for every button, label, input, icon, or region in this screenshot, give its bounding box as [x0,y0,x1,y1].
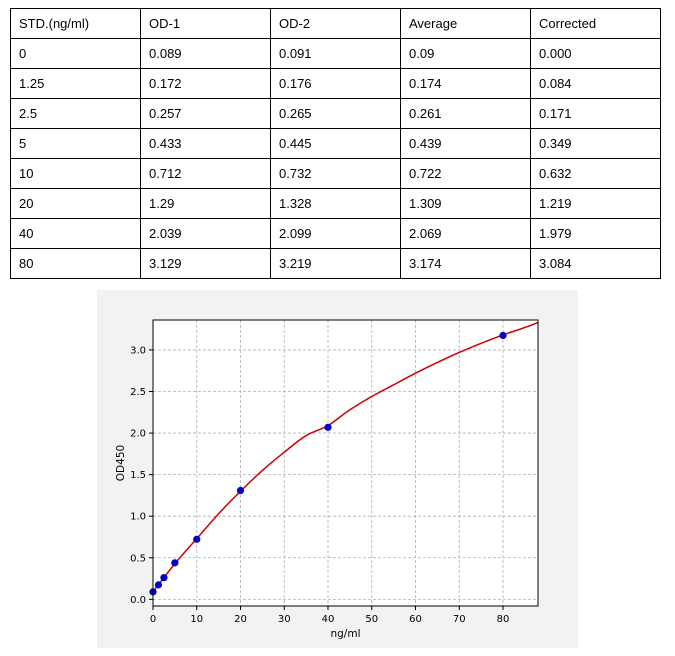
chart-panel: 0 10 20 30 40 50 60 70 80 0.0 0.5 1.0 1.5 2.0 2.5 3.0 n… [97,290,578,648]
header-std: STD.(ng/ml) [10,8,141,39]
x-tick-label: 20 [234,614,247,625]
y-tick-label: 2.0 [130,429,146,440]
plot-area [153,320,538,606]
table-cell: 2.069 [400,218,531,249]
table-cell: 1.309 [400,188,531,219]
table-row: 1.25 0.172 0.176 0.174 0.084 [10,68,661,99]
x-tick-label: 40 [322,614,335,625]
table-cell: 3.174 [400,248,531,279]
table-row: 0 0.089 0.091 0.09 0.000 [10,38,661,69]
table-cell: 0.172 [140,68,271,99]
grid-lines [152,320,538,606]
table-cell: 0.265 [270,98,401,129]
table-cell: 1.219 [530,188,661,219]
table-row: 2.5 0.257 0.265 0.261 0.171 [10,98,661,129]
table-cell: 10 [10,158,141,189]
data-point [499,331,507,340]
table-cell: 1.25 [10,68,141,99]
table-cell: 0.09 [400,38,531,69]
x-tick-label: 0 [150,614,156,625]
x-tick-label: 10 [190,614,203,625]
table-cell: 0.439 [400,128,531,159]
table-cell: 0.171 [530,98,661,129]
table-cell: 0.000 [530,38,661,69]
standard-curve-chart: 0 10 20 30 40 50 60 70 80 0.0 0.5 1.0 1.5 2.0 2.5 3.0 n… [115,319,539,640]
table-cell: 40 [10,218,141,249]
header-average: Average [400,8,531,39]
table-cell: 0.176 [270,68,401,99]
x-tick-label: 60 [409,614,422,625]
table-cell: 20 [10,188,141,219]
fit-curve [152,321,539,593]
table-cell: 2.5 [10,98,141,129]
table-cell: 0.632 [530,158,661,189]
table-row: 20 1.29 1.328 1.309 1.219 [10,188,661,219]
table-cell: 0 [10,38,141,69]
x-tick-label: 70 [453,614,466,625]
table-cell: 0.257 [140,98,271,129]
data-points [149,331,507,596]
table-row: 80 3.129 3.219 3.174 3.084 [10,248,661,279]
y-tick-label: 2.5 [130,387,146,398]
x-tick-label: 80 [497,614,510,625]
table-header-row: STD.(ng/ml) OD-1 OD-2 Average Corrected [10,8,661,39]
y-tick-label: 1.5 [130,470,146,481]
table-cell: 2.039 [140,218,271,249]
table-cell: 0.089 [140,38,271,69]
table-cell: 0.261 [400,98,531,129]
axis-ticks: 0 10 20 30 40 50 60 70 80 0.0 0.5 1.0 1.5 2.0 2.5 3.0 [130,345,509,625]
header-od1: OD-1 [140,8,271,39]
table-row: 5 0.433 0.445 0.439 0.349 [10,128,661,159]
table-cell: 0.174 [400,68,531,99]
y-tick-label: 0.5 [130,553,146,564]
x-tick-label: 30 [278,614,291,625]
table-cell: 0.445 [270,128,401,159]
y-tick-label: 0.0 [130,595,146,606]
data-point [324,423,332,431]
table-cell: 5 [10,128,141,159]
table-cell: 0.712 [140,158,271,189]
table-cell: 3.219 [270,248,401,279]
y-axis-label: OD450 [115,445,127,481]
x-axis-label: ng/ml [330,628,360,640]
data-point [160,574,168,582]
data-point [171,559,179,567]
table-cell: 80 [10,248,141,279]
table-row: 40 2.039 2.099 2.069 1.979 [10,218,661,249]
table-cell: 0.349 [530,128,661,159]
table-cell: 0.433 [140,128,271,159]
standard-curve-table: STD.(ng/ml) OD-1 OD-2 Average Corrected … [10,8,661,279]
table-cell: 1.979 [530,218,661,249]
data-point [154,581,163,589]
table-cell: 1.29 [140,188,271,219]
data-point [236,486,245,495]
table-body: 0 0.089 0.091 0.09 0.000 1.25 0.172 0.176 0.174 0… [10,38,661,279]
y-tick-label: 3.0 [130,345,146,356]
table-cell: 0.091 [270,38,401,69]
plot-frame [152,319,539,607]
table-row: 10 0.712 0.732 0.722 0.632 [10,158,661,189]
table-cell: 0.722 [400,158,531,189]
table-cell: 0.084 [530,68,661,99]
table-cell: 1.328 [270,188,401,219]
table-cell: 2.099 [270,218,401,249]
header-od2: OD-2 [270,8,401,39]
table-cell: 3.084 [530,248,661,279]
y-tick-label: 1.0 [130,512,146,523]
table-cell: 0.732 [270,158,401,189]
header-corrected: Corrected [530,8,661,39]
table-cell: 3.129 [140,248,271,279]
data-point [193,535,201,543]
x-tick-label: 50 [365,614,378,625]
